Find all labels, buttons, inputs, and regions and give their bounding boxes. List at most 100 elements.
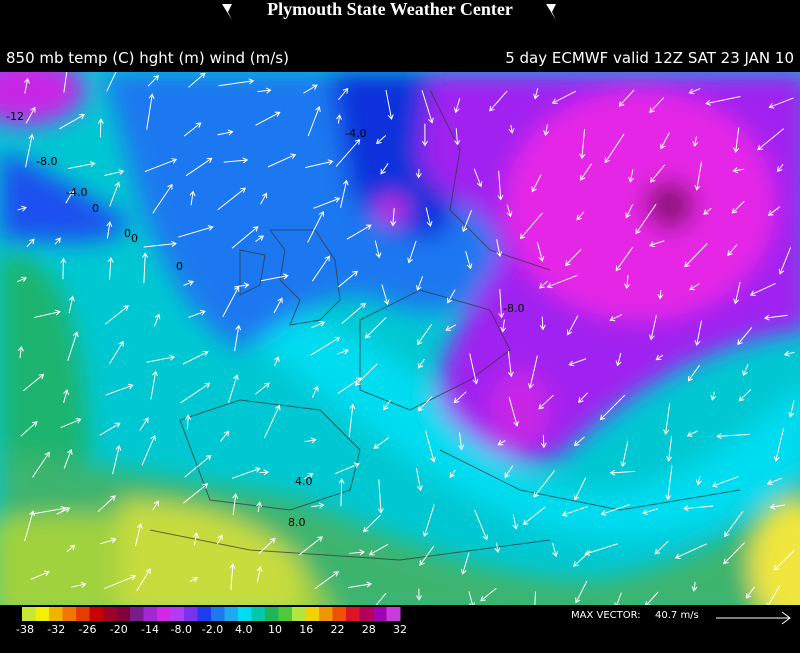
colorbar-label: -26 [79,623,97,636]
wind-arrow [497,170,504,201]
colorbar-swatch [170,607,185,621]
wind-arrow [527,355,538,390]
wind-arrow [264,404,281,439]
wind-arrow [469,353,479,385]
wind-arrow [778,247,792,275]
wind-arrow [576,211,585,221]
wind-arrow [146,93,155,130]
wind-arrow [97,118,104,138]
wind-arrow [68,295,75,314]
wind-arrow [63,72,68,93]
wind-arrow [723,542,746,565]
colorbar-swatch [184,607,198,621]
wind-arrow [66,544,76,553]
wind-arrow [234,282,250,289]
wind-arrow [599,394,626,421]
colorbar-label: -38 [16,623,34,636]
wind-arrow [494,542,501,553]
wind-arrow [229,563,236,591]
wind-arrow [417,396,433,412]
wind-arrow [304,159,334,169]
wind-arrow [650,164,666,183]
contour-label: -4.0 [66,186,87,199]
wind-arrow [689,283,700,291]
wind-arrow [458,432,465,451]
wind-arrow [645,591,659,605]
wind-arrow [105,383,134,396]
colorbar-swatch [292,607,306,621]
wind-arrow [733,282,741,305]
wind-arrow [648,240,665,248]
wind-arrow [255,235,265,243]
wind-arrow [773,427,785,462]
wind-arrow [543,124,550,137]
wind-arrow [489,90,508,112]
wind-arrow [424,430,436,463]
colorbar-swatch [386,607,401,621]
wind-arrow [512,514,519,530]
colorbar-swatch [157,607,171,621]
wind-arrow [666,435,673,462]
valid-label: 5 day ECMWF valid 12Z SAT 23 JAN 10 [505,49,794,67]
wind-arrow [220,430,230,442]
wind-arrow [657,289,664,300]
colorbar-label: 4.0 [235,623,253,636]
wind-arrow [63,448,73,469]
wind-arrow [381,284,390,306]
wind-arrow [694,161,703,191]
colorbar-swatch [346,607,360,621]
wind-arrow [745,586,756,599]
colorbar-label: -14 [141,623,159,636]
colorbar-swatch [197,607,212,621]
wind-arrow [508,124,515,134]
wind-arrow [257,87,272,94]
wind-arrow [68,161,96,169]
wind-arrow [757,128,785,151]
wind-arrow [189,190,196,206]
wind-arrow [231,226,259,249]
contour-label: 0 [176,260,183,273]
wind-arrow [663,402,671,435]
max-vector-arrow [716,611,791,625]
wind-arrow [742,363,749,377]
wind-arrow [480,587,497,602]
wind-arrow [193,532,199,546]
wind-arrow [688,88,701,95]
wind-arrow [303,473,314,480]
wind-arrow [615,352,622,367]
wind-arrow [687,364,700,382]
wind-arrow [338,270,359,288]
wind-arrow [604,133,625,164]
wind-arrow [416,588,423,601]
contour-label: 0 [124,227,131,240]
wind-arrow [519,212,543,240]
wind-arrow [23,77,30,94]
wind-arrow [104,305,129,325]
wind-arrow [60,257,67,280]
wind-arrow [374,240,382,259]
wind-arrow [136,568,151,592]
wind-arrow [106,72,117,92]
wind-arrow [25,106,36,124]
colorbar-swatch [332,607,347,621]
wind-arrow [445,324,457,331]
wind-arrow [30,570,50,580]
wind-arrow [737,326,753,346]
wind-arrow [178,225,214,238]
wind-arrow [453,391,467,404]
wind-arrow [416,276,424,292]
colorbar-label: 32 [393,623,407,636]
wind-arrow [415,468,423,492]
contour-label: -12 [6,110,24,123]
colorbar-swatch [359,607,374,621]
contour-label: -8.0 [503,302,524,315]
wind-arrow [139,417,149,431]
wind-arrow [335,138,361,167]
wind-arrow [232,493,239,516]
wind-arrow [694,320,703,347]
wind-arrow [539,280,549,289]
wind-arrow [665,465,673,501]
wind-arrow [383,399,391,411]
wind-arrow [533,470,555,498]
